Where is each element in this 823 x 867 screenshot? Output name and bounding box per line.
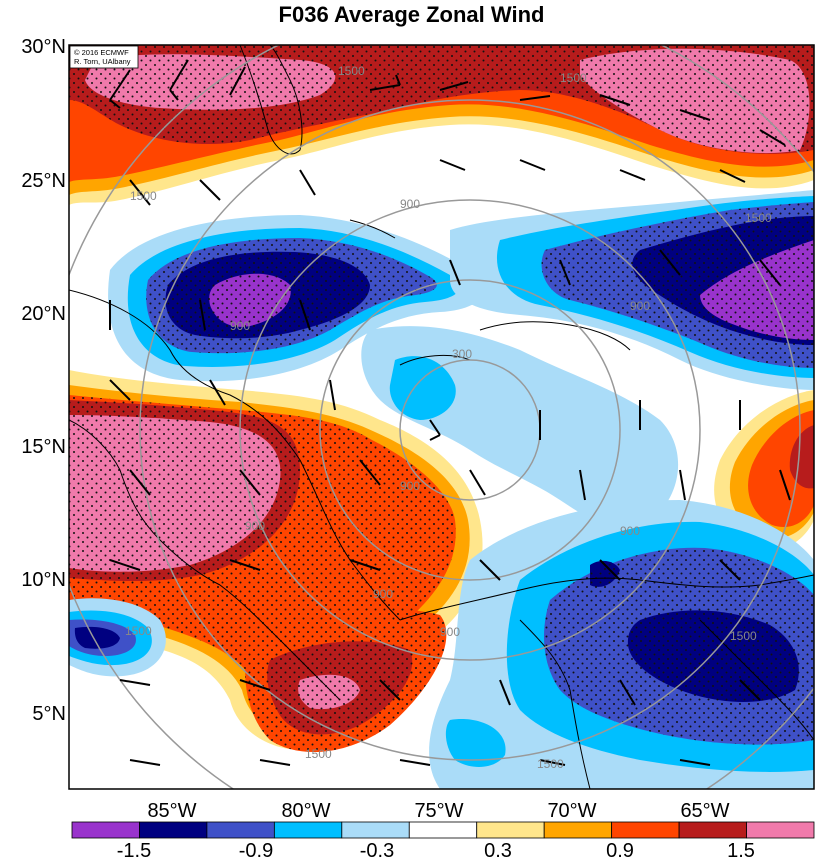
contour-label: 900 — [230, 319, 250, 333]
credit-line: R. Torn, UAlbany — [74, 57, 131, 66]
contour-label: 1500 — [730, 629, 757, 643]
colorbar-swatch — [611, 821, 680, 839]
contour-label: 300 — [452, 347, 472, 361]
contour-label: 1500 — [305, 747, 332, 761]
contour-label: 1500 — [338, 64, 365, 78]
contour-label: 900 — [373, 587, 393, 601]
colorbar-swatch — [139, 821, 208, 839]
contour-label: 900 — [400, 197, 420, 211]
contour-label: 900 — [245, 519, 265, 533]
contour-label: 900 — [400, 479, 420, 493]
western-negative-band — [108, 215, 485, 382]
wind-barbs — [109, 59, 791, 766]
lat-label: 5°N — [32, 703, 66, 725]
map-frame — [68, 44, 815, 790]
colorbar-swatch — [476, 821, 545, 839]
eastern-negative-band — [450, 190, 814, 390]
colorbar-label: 0.3 — [484, 840, 512, 862]
lat-label: 10°N — [21, 569, 66, 591]
colorbar-label: 1.5 — [727, 840, 755, 862]
lon-label: 70°W — [547, 800, 597, 822]
contour-label: 1500 — [560, 71, 587, 85]
contour-label: 1500 — [537, 757, 564, 771]
northern-positive-band — [69, 45, 814, 205]
central-negative-region — [361, 326, 679, 529]
colorbar-label: -0.9 — [238, 840, 274, 862]
credit-line: © 2016 ECMWF — [74, 48, 129, 57]
contour-label: 900 — [620, 524, 640, 538]
southeastern-negative-region — [429, 500, 814, 789]
contour-labels: 1500 1500 1500 1500 900 900 900 900 900 … — [125, 64, 772, 771]
contour-label: 1500 — [745, 211, 772, 225]
lon-label: 65°W — [680, 800, 730, 822]
southern-positive-blob — [245, 608, 447, 752]
lon-label: 75°W — [414, 800, 464, 822]
contour-label: 1500 — [130, 189, 157, 203]
colorbar-swatch — [71, 821, 140, 839]
lat-label: 20°N — [21, 303, 66, 325]
colorbar-swatch — [678, 821, 747, 839]
colorbar-label: 0.9 — [606, 840, 634, 862]
lon-label: 80°W — [281, 800, 331, 822]
colorbar-swatch — [408, 821, 478, 839]
contour-label: 1500 — [125, 624, 152, 638]
lon-label: 85°W — [147, 800, 197, 822]
lat-label: 25°N — [21, 170, 66, 192]
southwestern-negative-region — [69, 598, 166, 677]
eastern-positive-blob — [714, 390, 814, 551]
colorbar — [71, 821, 815, 839]
coastlines — [69, 45, 814, 789]
contour-label: 900 — [630, 299, 650, 313]
colorbar-swatch — [273, 821, 343, 839]
colorbar-label: -1.5 — [116, 840, 152, 862]
lat-label: 30°N — [21, 36, 66, 58]
colorbar-label: -0.3 — [359, 840, 395, 862]
map-plot-area: 1500 1500 1500 1500 900 900 900 900 900 … — [69, 45, 814, 789]
map-title: F036 Average Zonal Wind — [278, 2, 545, 27]
colorbar-swatch — [543, 821, 613, 839]
colorbar-swatch — [746, 821, 815, 839]
lat-label: 15°N — [21, 436, 66, 458]
credits-box: © 2016 ECMWF R. Torn, UAlbany — [69, 45, 139, 69]
contour-label: 900 — [440, 625, 460, 639]
colorbar-swatch — [341, 821, 410, 839]
colorbar-swatch — [206, 821, 275, 839]
